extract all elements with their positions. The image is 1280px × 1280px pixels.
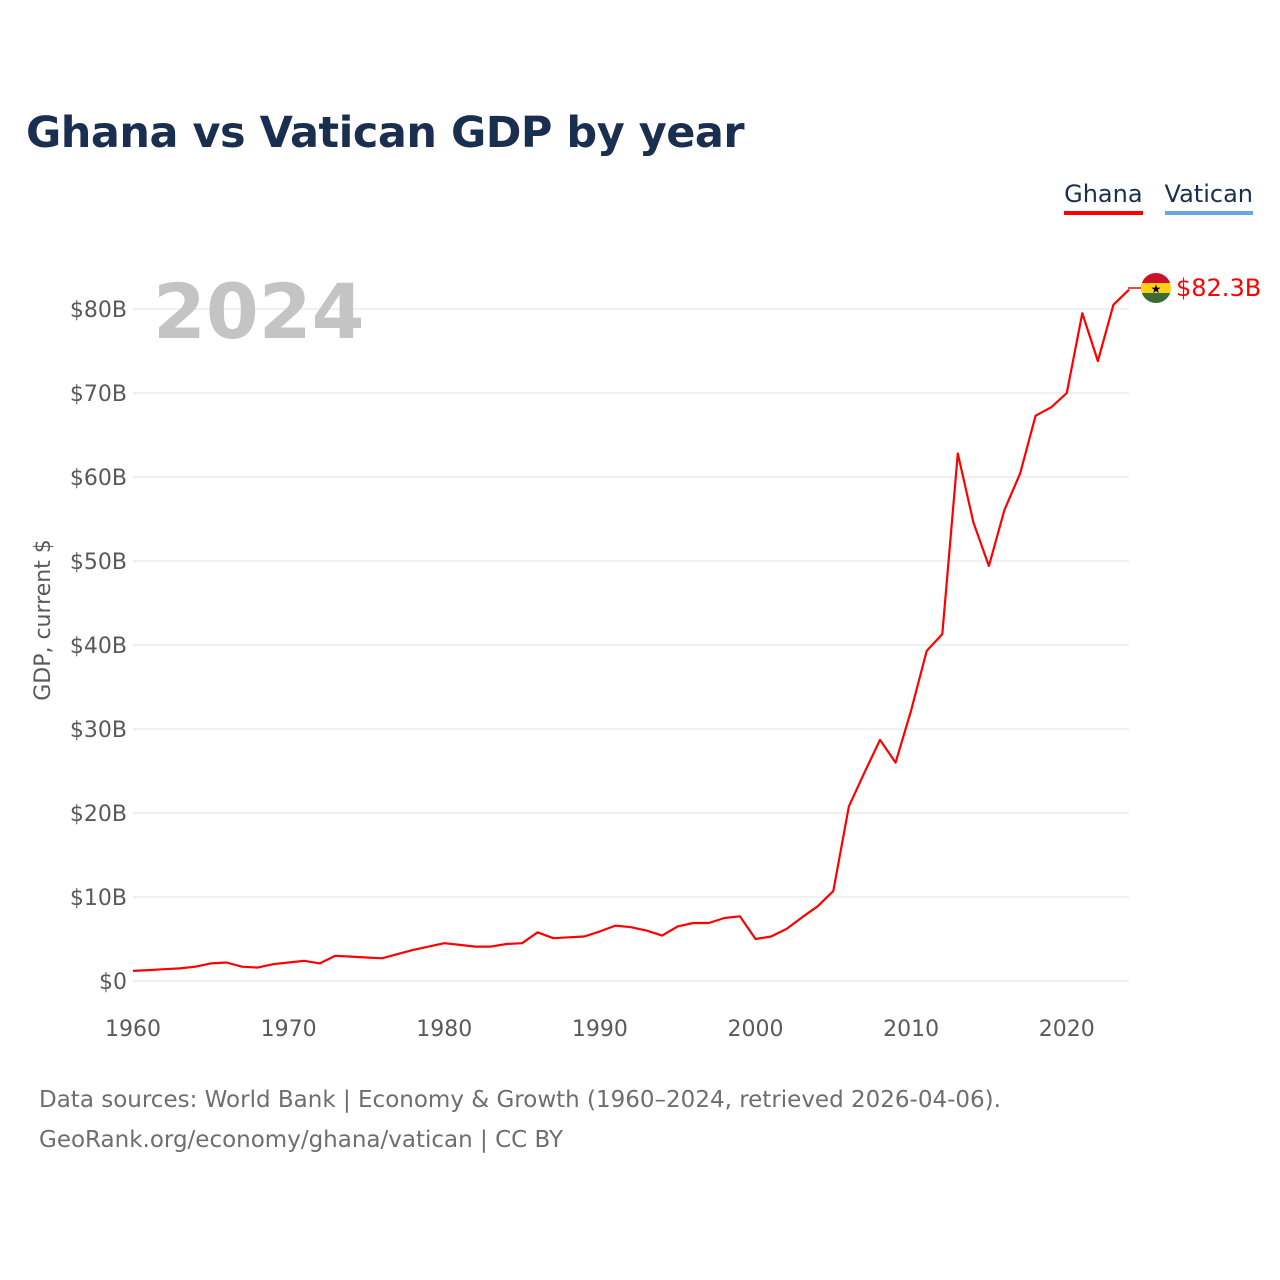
series-end-marker: ★ $82.3B <box>1128 273 1261 303</box>
x-tick-label: 1960 <box>105 1017 161 1042</box>
x-tick-label: 1980 <box>416 1017 472 1042</box>
y-tick-label: $50B <box>70 550 127 575</box>
series-line-ghana <box>132 288 1130 972</box>
y-tick-label: $40B <box>70 634 127 659</box>
chart-title: Ghana vs Vatican GDP by year <box>26 108 745 158</box>
x-tick-label: 2000 <box>728 1017 784 1042</box>
legend-item-vatican[interactable]: Vatican <box>1164 180 1253 215</box>
year-overlay: 2024 <box>153 267 365 356</box>
y-tick-label: $0 <box>99 970 127 995</box>
ghana-flag-icon: ★ <box>1141 273 1171 303</box>
x-tick-label: 1970 <box>261 1017 317 1042</box>
legend-item-ghana[interactable]: Ghana <box>1064 180 1143 215</box>
legend: Ghana Vatican <box>1064 180 1253 215</box>
y-tick-label: $20B <box>70 802 127 827</box>
y-tick-label: $80B <box>70 298 127 323</box>
y-tick-label: $60B <box>70 466 127 491</box>
x-axis-ticks: 1960 1970 1980 1990 2000 2010 2020 <box>105 1017 1095 1042</box>
y-axis-ticks: $0 $10B $20B $30B $40B $50B $60B $70B $80B <box>70 298 127 995</box>
series <box>132 288 1130 972</box>
x-tick-label: 2010 <box>883 1017 939 1042</box>
x-tick-label: 2020 <box>1039 1017 1095 1042</box>
y-tick-label: $10B <box>70 886 127 911</box>
source-line-2[interactable]: GeoRank.org/economy/ghana/vatican | CC B… <box>39 1127 564 1153</box>
x-tick-label: 1990 <box>572 1017 628 1042</box>
svg-text:★: ★ <box>1151 282 1162 296</box>
end-value-label: $82.3B <box>1176 274 1261 302</box>
y-tick-label: $30B <box>70 718 127 743</box>
y-tick-label: $70B <box>70 382 127 407</box>
source-line-1: Data sources: World Bank | Economy & Gro… <box>39 1087 1001 1113</box>
source-note: Data sources: World Bank | Economy & Gro… <box>39 1080 1001 1160</box>
gdp-line-chart: $0$10B$20B$30B$40B$50B$60B$70B$80B 1960 1… <box>31 267 1261 1042</box>
gridlines <box>133 308 1129 982</box>
y-axis-label: GDP, current $ <box>31 539 56 701</box>
